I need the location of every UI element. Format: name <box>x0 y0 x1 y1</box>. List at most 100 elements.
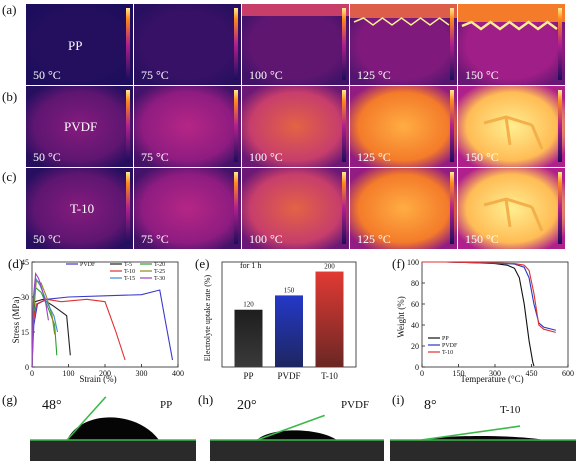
bar-pvdf <box>275 295 303 367</box>
legend-label-pvdf: PVDF <box>442 343 458 349</box>
panel-label-g: (g) <box>2 392 17 407</box>
thermal-color-scale <box>558 8 562 80</box>
thermal-color-scale <box>126 172 130 244</box>
pp-shrink-band <box>242 4 349 16</box>
y-tick-label: 80 <box>411 279 419 288</box>
y-tick-label: 100 <box>407 258 419 267</box>
legend-label-t-10: T-10 <box>442 350 453 356</box>
temp-label: 125 °C <box>357 150 391 164</box>
panel-label-e: (e) <box>195 256 209 271</box>
chart-e-annotation: for 1 h <box>240 261 261 270</box>
thermal-color-scale <box>558 90 562 162</box>
pp-shrink-band <box>350 4 457 18</box>
thermal-cell-pvdf-1 <box>26 86 133 167</box>
thermal-color-scale <box>126 90 130 162</box>
bar-t-10 <box>315 271 344 367</box>
contact-tangent <box>420 425 521 441</box>
thermal-image-grid: 50 °C 75 °C 100 °C 125 °C 150 °C 50 °C 75 °C 10… <box>26 4 565 249</box>
legend-label-pp: PP <box>442 336 449 342</box>
x-tick-label: 0 <box>30 369 34 378</box>
thermal-cell-pp-2 <box>134 4 241 85</box>
chart-f-ylabel: Weight (%) <box>396 296 406 338</box>
temp-label: 75 °C <box>141 150 169 164</box>
bar-value-label: 120 <box>243 301 254 309</box>
thermal-color-scale <box>126 8 130 80</box>
contact-angle-t10: 8° <box>424 398 437 413</box>
contact-angle-row: (g) (h) (i) 48° PP 20° PVDF 8° T-10 <box>2 392 576 461</box>
series-line-pvdf <box>422 261 556 331</box>
y-tick-label: 45 <box>21 258 29 267</box>
thermal-color-scale <box>342 90 346 162</box>
substrate <box>30 440 196 461</box>
droplet-pp <box>67 417 159 440</box>
contact-angle-pvdf: 20° <box>237 398 257 413</box>
legend-label-t-20: T-20 <box>154 262 165 268</box>
legend-label-t-30: T-30 <box>154 276 165 282</box>
droplet-t-10 <box>421 435 545 440</box>
thermal-cell-pvdf-4 <box>350 86 457 167</box>
temp-label: 50 °C <box>33 232 61 246</box>
panel-label-c: (c) <box>2 169 16 184</box>
series-line-pp <box>422 261 535 367</box>
thermal-color-scale <box>558 172 562 244</box>
thermal-crack-pattern <box>483 197 544 232</box>
thermal-color-scale <box>234 172 238 244</box>
chart-d-ylabel: Stress (MPa) <box>11 297 21 344</box>
temp-label: 50 °C <box>33 68 61 82</box>
legend-label-t-15: T-15 <box>124 276 135 282</box>
legend-label-t-10: T-10 <box>124 269 135 275</box>
temp-label: 75 °C <box>141 232 169 246</box>
bar-value-label: 200 <box>324 263 335 271</box>
thermal-cell-pvdf-5 <box>458 86 565 167</box>
bar-category-label: PP <box>243 371 253 381</box>
substrate <box>210 440 384 461</box>
x-tick-label: 200 <box>99 369 111 378</box>
y-tick-label: 40 <box>411 321 419 330</box>
legend-label-t-5: T-5 <box>124 262 132 268</box>
contact-tangent <box>66 396 107 441</box>
temp-label: 125 °C <box>357 232 391 246</box>
thermal-color-scale <box>234 8 238 80</box>
thermal-cell-t10-3 <box>242 168 349 249</box>
substrate <box>390 440 576 461</box>
thermal-color-scale <box>450 90 454 162</box>
series-line-t-10 <box>31 298 126 368</box>
panel-label-a: (a) <box>2 2 16 17</box>
thermal-cell-pvdf-2 <box>134 86 241 167</box>
row-label-pvdf: PVDF <box>64 119 97 134</box>
thermal-color-scale <box>342 8 346 80</box>
thermal-color-scale <box>450 172 454 244</box>
temp-label: 75 °C <box>141 68 169 82</box>
contact-tangent <box>256 414 325 441</box>
y-tick-label: 0 <box>25 363 29 372</box>
chart-f-xlabel: Temperature (°C) <box>460 374 523 384</box>
x-tick-label: 150 <box>453 369 465 378</box>
pp-melt-edge <box>461 20 558 31</box>
row-label-t10: T-10 <box>70 201 94 216</box>
bar-category-label: PVDF <box>277 371 300 381</box>
chart-d-xlabel: Strain (%) <box>79 374 116 384</box>
bar-pp <box>234 309 263 367</box>
thermal-cell-t10-4 <box>350 168 457 249</box>
panel-label-i: (i) <box>392 392 404 407</box>
thermal-crack-pattern <box>483 115 544 150</box>
temp-label: 100 °C <box>249 232 283 246</box>
series-line-t-30 <box>31 271 49 368</box>
temp-label: 125 °C <box>357 68 391 82</box>
legend-label-pvdf: PVDF <box>80 262 96 268</box>
panel-label-f: (f) <box>392 256 405 271</box>
tga-chart: (f) Weight (%) Temperature (°C) 0 150 300 4… <box>392 256 574 384</box>
thermal-cell-t10-5 <box>458 168 565 249</box>
row-label-pp: PP <box>68 38 82 53</box>
x-tick-label: 100 <box>63 369 75 378</box>
thermal-color-scale <box>450 8 454 80</box>
thermal-color-scale <box>342 172 346 244</box>
temp-label: 150 °C <box>465 232 499 246</box>
x-tick-label: 450 <box>526 369 538 378</box>
y-tick-label: 15 <box>21 328 29 337</box>
contact-name-pvdf: PVDF <box>341 399 369 411</box>
x-tick-label: 300 <box>489 369 501 378</box>
bar-value-label: 150 <box>284 286 295 294</box>
x-tick-label: 600 <box>562 369 574 378</box>
